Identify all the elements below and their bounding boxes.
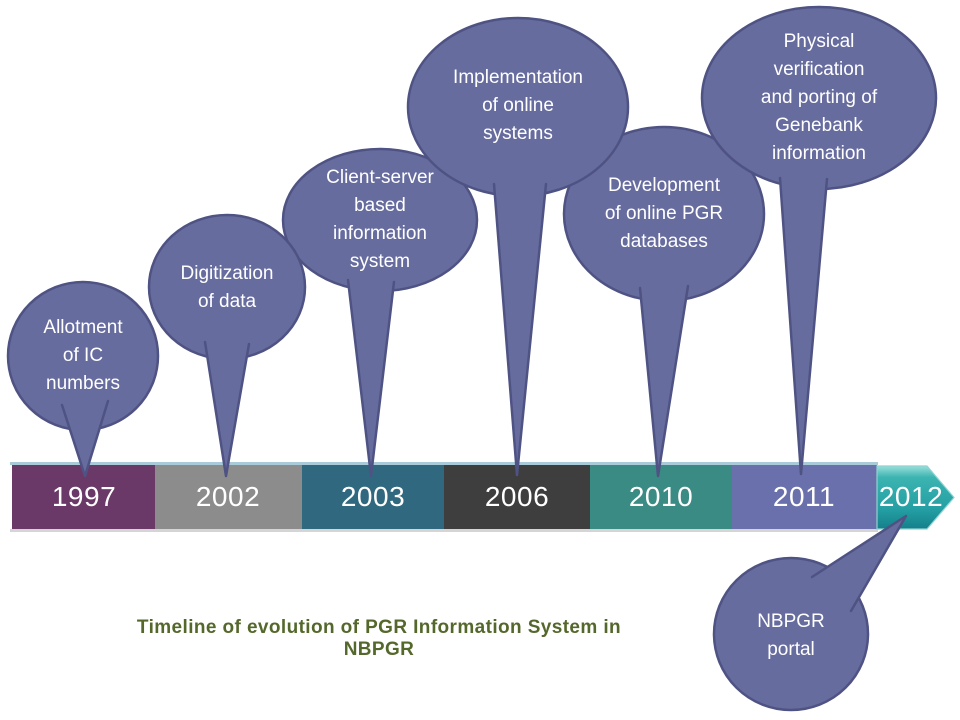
balloon-label-client-server: Client-server based information system: [326, 167, 434, 272]
timeline-arrow-2012: [876, 465, 955, 530]
segment-1997: [12, 465, 155, 529]
balloon-tail: [778, 176, 829, 476]
balloon-implementation: [406, 16, 630, 477]
balloon-bubble: [712, 556, 870, 712]
balloon-label-digitization: Digitization of data: [180, 263, 274, 312]
balloon-tail: [346, 278, 396, 478]
balloon-allotment: [6, 280, 160, 478]
balloon-physical-verification: [700, 5, 938, 476]
balloon-label-implementation: Implementation of online systems: [453, 67, 583, 144]
year-label-2002: 2002: [195, 481, 261, 512]
segment-2002: [155, 465, 302, 529]
balloon-label-physical-verification: Physical verification and porting of Geneba…: [760, 31, 878, 164]
year-label-1997: 1997: [51, 481, 117, 512]
year-label-2010: 2010: [628, 481, 694, 512]
balloon-label-allotment: Allotment of IC numbers: [43, 317, 123, 394]
balloon-tail: [203, 340, 251, 478]
year-label-2003: 2003: [340, 481, 406, 512]
balloon-label-development: Development of online PGR databases: [604, 175, 724, 252]
balloon-tail: [492, 182, 548, 477]
year-label-2011: 2011: [772, 481, 836, 512]
bar-bottom-edge: [10, 529, 878, 532]
balloon-client-server: [281, 147, 479, 478]
timeline-bar: [10, 462, 955, 532]
bar-top-edge: [10, 462, 878, 465]
slide-caption: Timeline of evolution of PGR Information…: [136, 617, 622, 660]
balloon-tail: [638, 284, 690, 478]
balloon-tail: [810, 514, 908, 613]
balloon-digitization: [147, 213, 307, 478]
segment-2003: [302, 465, 444, 529]
balloon-nbpgr-portal: [712, 514, 908, 712]
balloon-development: [562, 125, 766, 478]
segment-2011: [732, 465, 877, 529]
year-label-2006: 2006: [484, 481, 550, 512]
segment-2010: [590, 465, 732, 529]
balloon-tail: [60, 399, 110, 478]
balloon-label-nbpgr-portal: NBPGR portal: [757, 611, 825, 660]
year-label-2012: 2012: [878, 481, 944, 512]
